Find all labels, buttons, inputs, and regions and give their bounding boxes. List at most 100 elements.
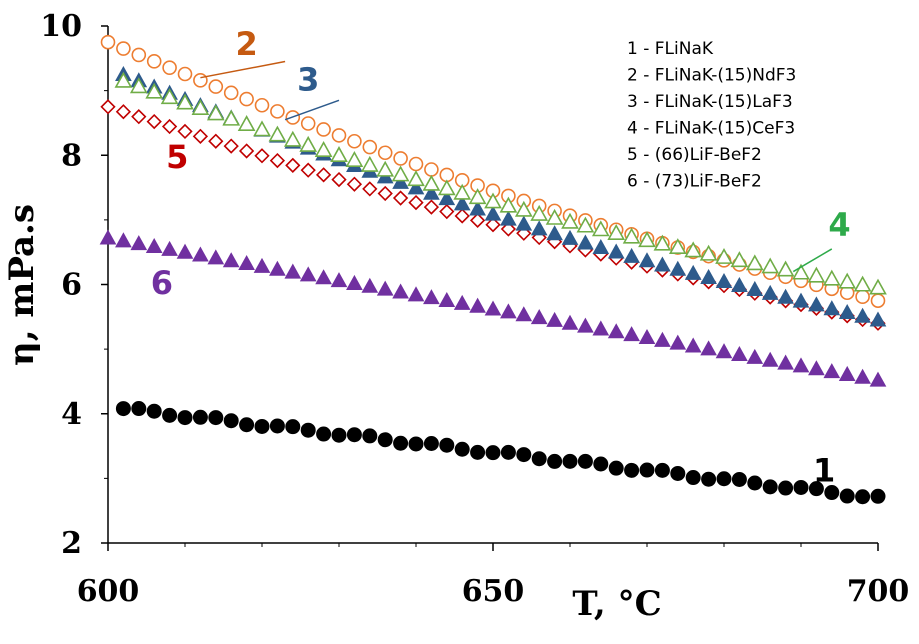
- data-point: [699, 244, 718, 261]
- data-point: [669, 334, 687, 350]
- data-point: [777, 354, 794, 370]
- legend-entry: 6 - (73)LiF-BeF2: [627, 172, 762, 192]
- data-point: [437, 179, 456, 196]
- data-point: [484, 205, 502, 221]
- data-point: [761, 257, 780, 274]
- data-point: [177, 410, 193, 426]
- data-point: [531, 451, 547, 467]
- data-point: [731, 276, 748, 293]
- data-point: [300, 422, 316, 438]
- data-point: [269, 260, 286, 276]
- data-point: [423, 289, 440, 305]
- data-point: [622, 227, 641, 244]
- data-point: [192, 246, 209, 262]
- data-point: [331, 171, 347, 188]
- data-point: [361, 277, 379, 293]
- data-point: [377, 432, 393, 448]
- data-point: [623, 247, 640, 263]
- data-point: [684, 264, 702, 280]
- x-axis-title: T, °C: [572, 584, 661, 624]
- data-point: [593, 456, 609, 472]
- data-point: [685, 470, 701, 486]
- data-point: [192, 409, 208, 425]
- data-point: [869, 371, 887, 387]
- data-point: [239, 417, 255, 433]
- data-point: [653, 234, 672, 251]
- series-number-label: 6: [151, 264, 173, 302]
- data-point: [100, 99, 116, 115]
- legend-entry: 4 - FLiNaK-(15)CeF3: [627, 119, 795, 139]
- data-point: [469, 200, 486, 216]
- data-point: [114, 71, 133, 88]
- data-point: [192, 128, 209, 144]
- data-point: [176, 243, 194, 259]
- data-point: [162, 60, 177, 75]
- data-point: [177, 66, 193, 82]
- data-point: [823, 363, 841, 379]
- data-point: [300, 116, 316, 131]
- data-point: [869, 278, 887, 295]
- data-point: [377, 145, 393, 161]
- data-point: [408, 156, 424, 172]
- data-point: [408, 194, 424, 211]
- data-point: [129, 77, 148, 94]
- data-point: [808, 481, 824, 497]
- data-point: [439, 437, 455, 453]
- data-point: [530, 220, 548, 236]
- data-point: [393, 435, 409, 451]
- legend-entry: 5 - (66)LiF-BeF2: [627, 145, 762, 165]
- data-point: [146, 403, 162, 419]
- data-point: [439, 203, 455, 220]
- data-point: [484, 300, 502, 316]
- data-point: [701, 471, 717, 487]
- data-point: [855, 289, 870, 305]
- data-point: [808, 296, 825, 312]
- data-point: [591, 220, 610, 237]
- data-point: [131, 47, 147, 63]
- data-point: [576, 216, 595, 233]
- data-point: [254, 97, 270, 113]
- leader-line: [792, 248, 833, 273]
- data-point: [99, 229, 117, 245]
- data-point: [208, 133, 224, 149]
- data-point: [422, 174, 441, 191]
- data-point: [453, 183, 472, 200]
- data-point: [654, 256, 671, 272]
- data-point: [193, 73, 208, 88]
- data-point: [438, 291, 456, 308]
- data-point: [793, 479, 809, 495]
- data-point: [838, 272, 857, 289]
- data-point: [515, 306, 533, 322]
- data-point: [392, 173, 409, 189]
- data-point: [239, 91, 254, 107]
- y-tick-label: 8: [61, 138, 82, 173]
- data-point: [547, 453, 563, 469]
- data-point: [222, 252, 240, 268]
- data-point: [762, 479, 778, 495]
- data-point: [424, 162, 439, 177]
- data-point: [407, 286, 425, 302]
- data-point: [562, 453, 578, 469]
- data-point: [469, 212, 486, 229]
- data-point: [638, 328, 656, 344]
- data-point: [607, 243, 625, 259]
- data-point: [607, 323, 625, 339]
- data-point: [869, 311, 887, 327]
- y-axis-title: η, mPa.s: [2, 204, 42, 366]
- data-point: [408, 436, 424, 452]
- data-point: [761, 284, 779, 300]
- data-point: [145, 82, 164, 99]
- data-point: [393, 151, 408, 166]
- series-number-label: 3: [297, 61, 319, 99]
- data-point: [346, 176, 363, 192]
- data-point: [577, 453, 593, 469]
- data-point: [638, 252, 656, 268]
- data-point: [592, 320, 610, 336]
- data-point: [668, 238, 687, 255]
- series-number-label: 1: [813, 452, 835, 490]
- series-number-label: 2: [235, 25, 257, 63]
- data-point: [331, 427, 347, 443]
- data-point: [624, 462, 640, 478]
- data-point: [362, 181, 378, 197]
- series-marks: [99, 34, 887, 505]
